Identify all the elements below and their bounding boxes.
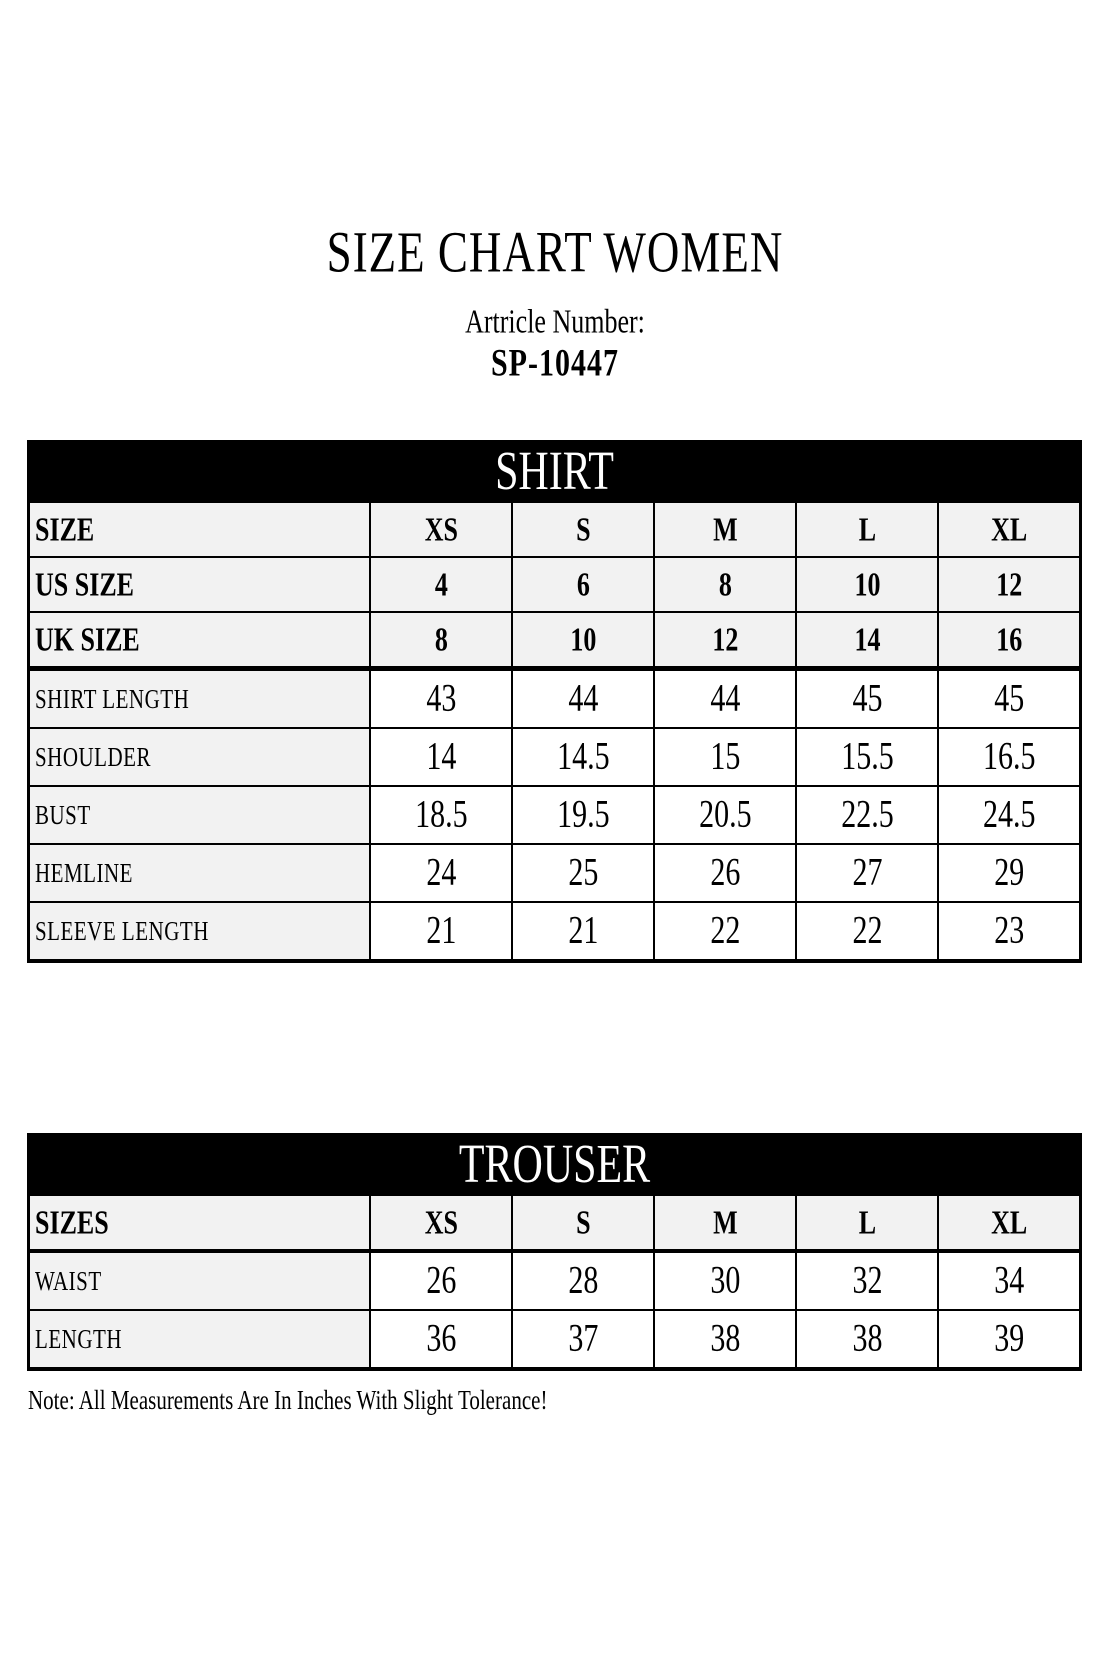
article-number-label-text: Artricle Number: [465, 302, 645, 341]
measurement-cell: 26 [369, 1250, 514, 1311]
measurement-cell: 23 [937, 901, 1082, 963]
size-cell: 8 [653, 556, 798, 613]
measurement-cell: 44 [511, 667, 656, 729]
table-row-shoulder: SHOULDER 14 14.5 15 15.5 16.5 [27, 727, 1082, 787]
measurement-note-text: Note: All Measurements Are In Inches Wit… [28, 1384, 548, 1416]
measurement-cell: 29 [937, 843, 1082, 903]
size-cell: 14 [795, 611, 940, 671]
size-cell: 6 [511, 556, 656, 613]
table-row-bust: BUST 18.5 19.5 20.5 22.5 24.5 [27, 785, 1082, 845]
row-label: BUST [27, 785, 372, 845]
measurement-cell: 14 [369, 727, 514, 787]
size-cell: L [795, 500, 940, 558]
size-cell: 12 [937, 556, 1082, 613]
size-cell: 8 [369, 611, 514, 671]
table-row-sizes: SIZES XS S M L XL [27, 1193, 1082, 1253]
measurement-cell: 36 [369, 1309, 514, 1371]
row-label: SHIRT LENGTH [27, 667, 372, 729]
measurement-cell: 32 [795, 1250, 940, 1311]
table-row-waist: WAIST 26 28 30 32 34 [27, 1250, 1082, 1311]
table-row-length: LENGTH 36 37 38 38 39 [27, 1309, 1082, 1371]
shirt-table-title: SHIRT [27, 440, 1082, 503]
measurement-cell: 38 [795, 1309, 940, 1371]
row-label: UK SIZE [27, 611, 372, 671]
size-cell: 10 [795, 556, 940, 613]
measurement-cell: 22.5 [795, 785, 940, 845]
measurement-cell: 14.5 [511, 727, 656, 787]
measurement-cell: 15.5 [795, 727, 940, 787]
measurement-cell: 22 [795, 901, 940, 963]
measurement-cell: 27 [795, 843, 940, 903]
table-row-uk-size: UK SIZE 8 10 12 14 16 [27, 611, 1082, 671]
measurement-cell: 16.5 [937, 727, 1082, 787]
row-label: SIZE [27, 500, 372, 558]
measurement-cell: 19.5 [511, 785, 656, 845]
table-row-hemline: HEMLINE 24 25 26 27 29 [27, 843, 1082, 903]
size-cell: L [795, 1193, 940, 1253]
size-cell: M [653, 1193, 798, 1253]
shirt-table-title-row: SHIRT [27, 440, 1082, 503]
measurement-cell: 21 [369, 901, 514, 963]
trouser-table-title-row: TROUSER [27, 1133, 1082, 1196]
size-cell: 4 [369, 556, 514, 613]
measurement-cell: 30 [653, 1250, 798, 1311]
article-number-value: SP-10447 [0, 342, 1110, 385]
size-cell: 16 [937, 611, 1082, 671]
size-cell: S [511, 500, 656, 558]
table-row-shirt-length: SHIRT LENGTH 43 44 44 45 45 [27, 667, 1082, 729]
trouser-table-title-text: TROUSER [458, 1134, 651, 1195]
measurement-cell: 34 [937, 1250, 1082, 1311]
row-label: SLEEVE LENGTH [27, 901, 372, 963]
measurement-cell: 38 [653, 1309, 798, 1371]
size-cell: 12 [653, 611, 798, 671]
measurement-cell: 28 [511, 1250, 656, 1311]
size-cell: 10 [511, 611, 656, 671]
row-label: SHOULDER [27, 727, 372, 787]
table-row-sleeve-length: SLEEVE LENGTH 21 21 22 22 23 [27, 901, 1082, 963]
measurement-cell: 45 [795, 667, 940, 729]
row-label: SIZES [27, 1193, 372, 1253]
size-cell: XL [937, 1193, 1082, 1253]
size-cell: S [511, 1193, 656, 1253]
size-cell: XS [369, 500, 514, 558]
measurement-cell: 45 [937, 667, 1082, 729]
measurement-cell: 24 [369, 843, 514, 903]
measurement-cell: 22 [653, 901, 798, 963]
size-cell: XS [369, 1193, 514, 1253]
trouser-size-table: TROUSER SIZES XS S M L XL WAIST 26 28 30… [27, 1133, 1082, 1371]
row-label: LENGTH [27, 1309, 372, 1371]
shirt-table-title-text: SHIRT [495, 441, 614, 502]
measurement-cell: 24.5 [937, 785, 1082, 845]
measurement-cell: 26 [653, 843, 798, 903]
row-label: WAIST [27, 1250, 372, 1311]
measurement-note: Note: All Measurements Are In Inches Wit… [28, 1384, 547, 1415]
measurement-cell: 18.5 [369, 785, 514, 845]
row-label: HEMLINE [27, 843, 372, 903]
shirt-size-table: SHIRT SIZE XS S M L XL US SIZE 4 6 8 10 … [27, 440, 1082, 963]
measurement-cell: 25 [511, 843, 656, 903]
measurement-cell: 37 [511, 1309, 656, 1371]
measurement-cell: 20.5 [653, 785, 798, 845]
size-cell: M [653, 500, 798, 558]
table-row-us-size: US SIZE 4 6 8 10 12 [27, 556, 1082, 613]
page-title: SIZE CHART WOMEN [0, 220, 1110, 285]
measurement-cell: 15 [653, 727, 798, 787]
measurement-cell: 21 [511, 901, 656, 963]
article-number-label: Artricle Number: [0, 303, 1110, 341]
measurement-cell: 44 [653, 667, 798, 729]
measurement-cell: 39 [937, 1309, 1082, 1371]
row-label: US SIZE [27, 556, 372, 613]
article-number-value-text: SP-10447 [491, 341, 619, 385]
measurement-cell: 43 [369, 667, 514, 729]
trouser-table-title: TROUSER [27, 1133, 1082, 1196]
page-title-text: SIZE CHART WOMEN [326, 219, 784, 285]
size-cell: XL [937, 500, 1082, 558]
table-row-size: SIZE XS S M L XL [27, 500, 1082, 558]
